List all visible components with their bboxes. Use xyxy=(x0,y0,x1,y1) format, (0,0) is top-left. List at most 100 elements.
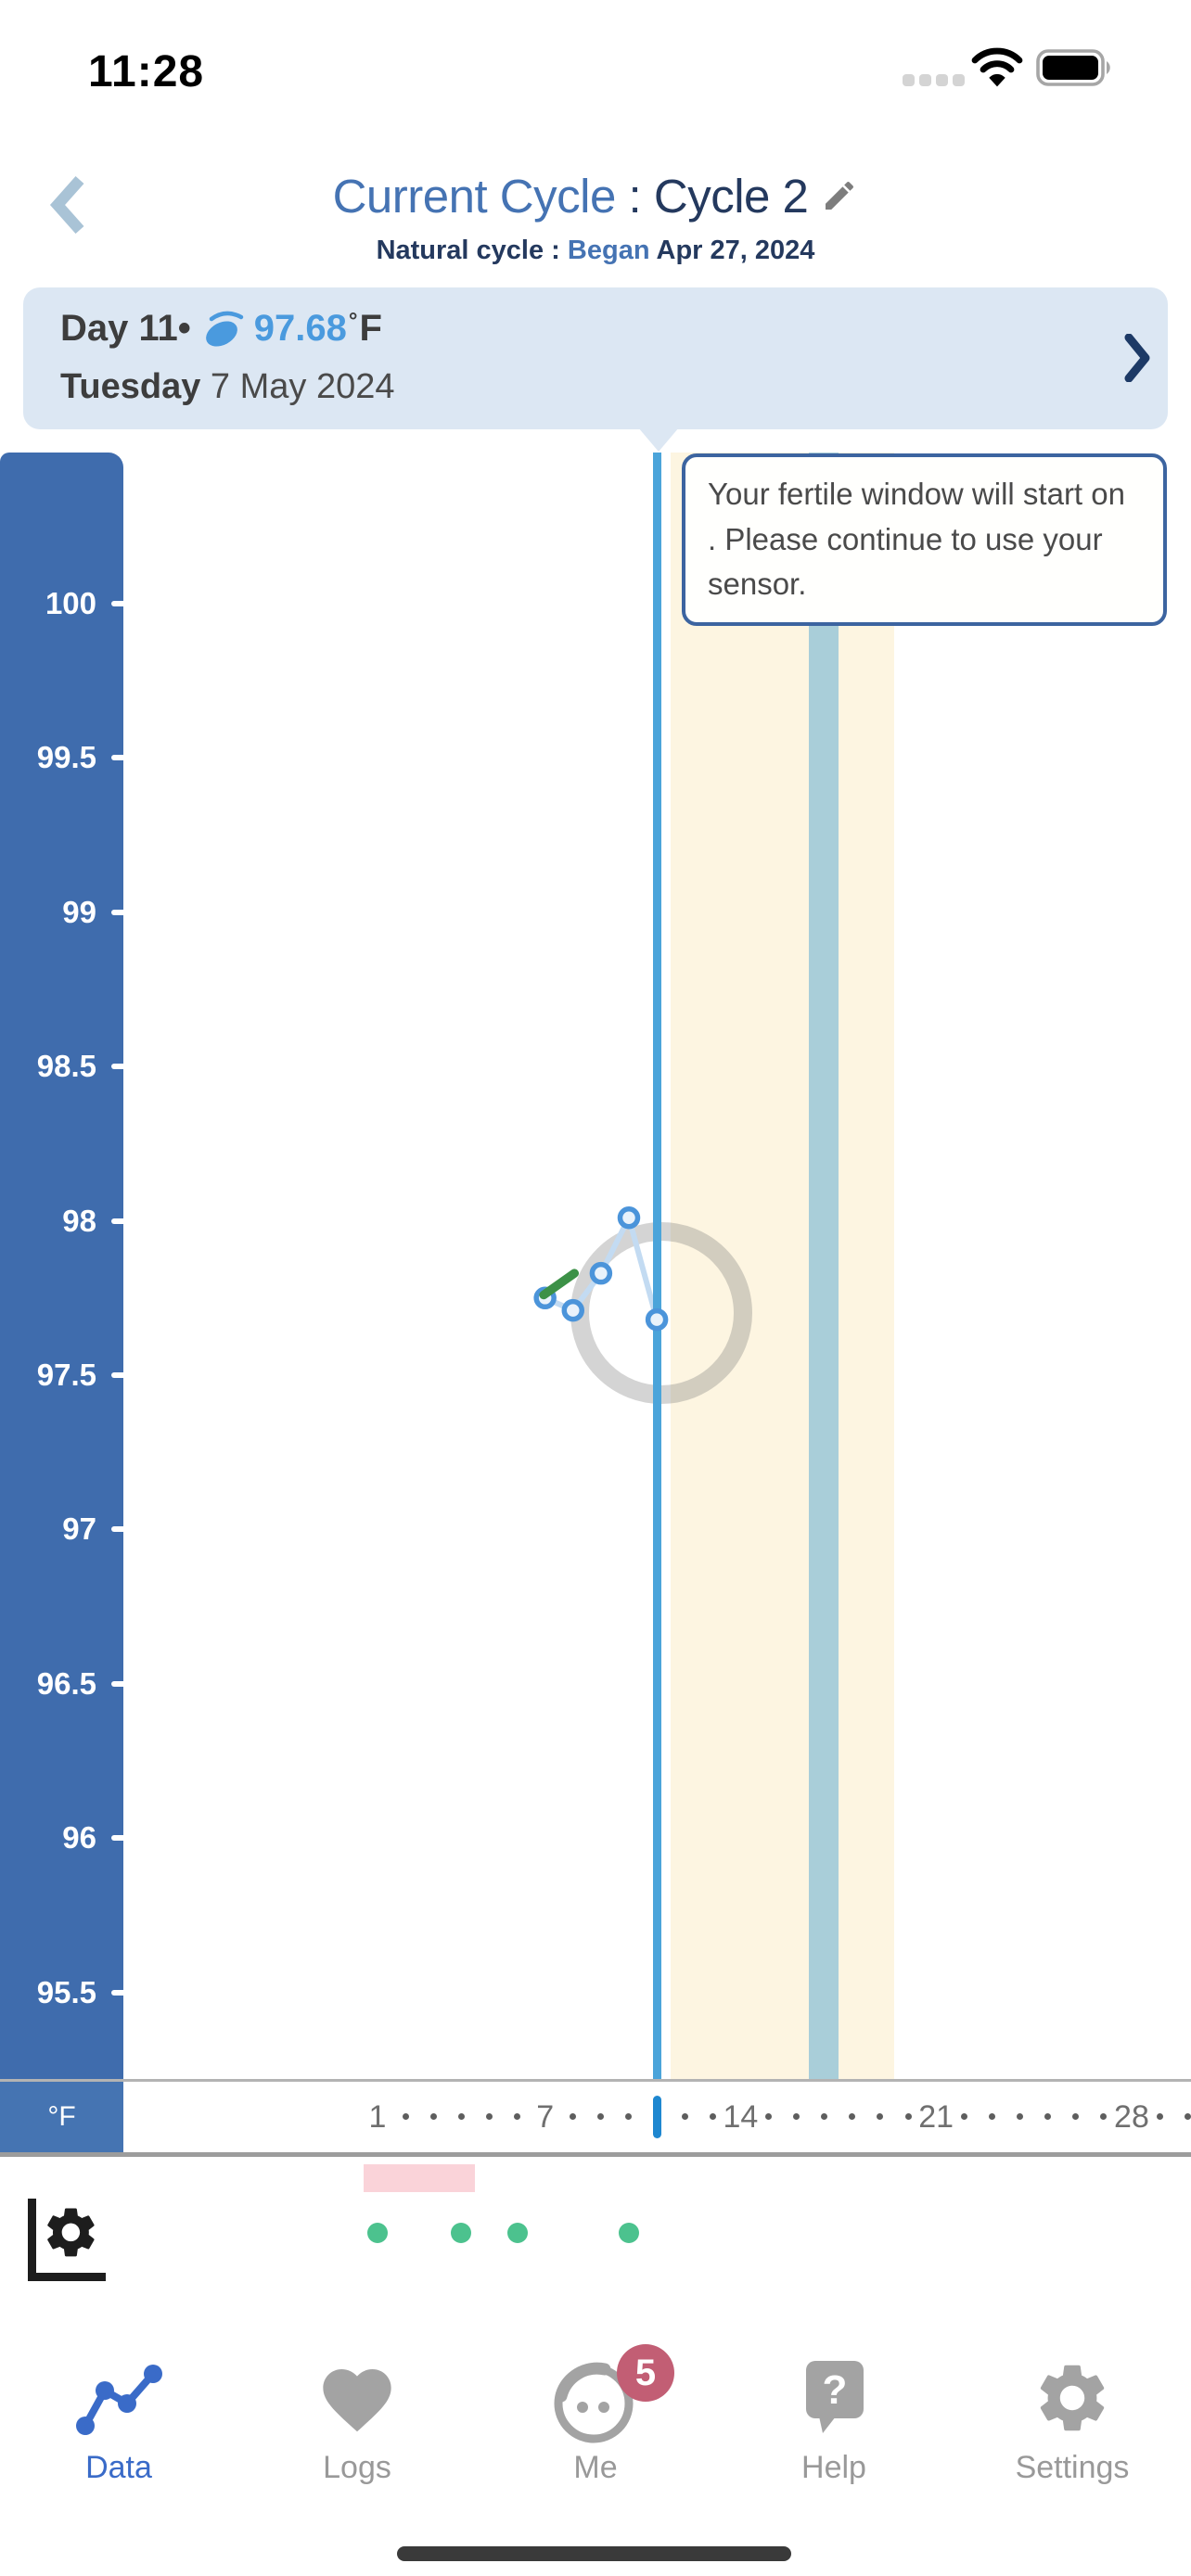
x-axis-day-label: 1 xyxy=(368,2099,387,2135)
x-axis-day-dot xyxy=(765,2113,773,2120)
tab-help-label: Help xyxy=(801,2450,866,2485)
x-axis-day-dot xyxy=(1072,2113,1080,2120)
y-axis-tick-label: 95.5 xyxy=(36,1974,96,2009)
x-axis-day-dot xyxy=(988,2113,995,2120)
gear-icon xyxy=(1040,2365,1105,2431)
tab-settings-label: Settings xyxy=(1015,2450,1130,2485)
me-notification-badge: 5 xyxy=(617,2344,674,2402)
temperature-point xyxy=(645,1307,669,1332)
day-summary-line: Day 11 • 97.68 ° F xyxy=(60,308,382,350)
daily-log-row xyxy=(0,2149,1191,2353)
home-indicator[interactable] xyxy=(397,2546,791,2561)
heart-icon xyxy=(323,2369,391,2432)
y-axis-tick-mark xyxy=(111,1372,132,1378)
svg-text:?: ? xyxy=(823,2367,848,2413)
tab-logs[interactable]: Logs xyxy=(274,2353,441,2502)
y-axis-tick-label: 96.5 xyxy=(36,1665,96,1701)
temperature-point xyxy=(561,1298,585,1322)
x-axis-day-dot xyxy=(570,2113,577,2120)
back-chevron-icon[interactable] xyxy=(48,174,87,236)
log-entry-dot[interactable] xyxy=(451,2223,472,2243)
y-axis-tick-label: 99 xyxy=(62,894,96,929)
x-axis-day-label: 14 xyxy=(723,2099,759,2135)
x-axis-day-dot xyxy=(1100,2113,1108,2120)
x-axis-day-dot xyxy=(1044,2113,1052,2120)
period-bar xyxy=(363,2164,476,2192)
status-time: 11:28 xyxy=(88,47,205,96)
y-axis-tick-label: 100 xyxy=(45,586,96,620)
current-day-axis-tick[interactable] xyxy=(652,2096,661,2138)
tab-logs-label: Logs xyxy=(323,2450,391,2485)
x-axis-day-dot xyxy=(1156,2113,1163,2120)
y-axis-tick-mark xyxy=(111,909,132,915)
cellular-signal-icon xyxy=(903,74,915,86)
tab-data[interactable]: Data xyxy=(35,2353,202,2502)
y-axis-tick-label: 98.5 xyxy=(36,1049,96,1084)
x-axis-day-dot xyxy=(485,2113,493,2120)
help-bubble-icon: ? xyxy=(806,2361,864,2433)
temperature-unit: F xyxy=(359,308,382,349)
x-axis-day-dot xyxy=(849,2113,856,2120)
y-axis-tick-mark xyxy=(111,755,132,761)
x-axis-day-dot xyxy=(960,2113,967,2120)
edit-pencil-icon[interactable] xyxy=(821,177,858,214)
cellular-signal-icon xyxy=(919,74,931,86)
log-entry-dot[interactable] xyxy=(618,2223,639,2243)
coverline-segment xyxy=(539,1269,580,1300)
banner-pointer-tail xyxy=(638,427,679,452)
x-axis-day-dot xyxy=(457,2113,465,2120)
x-axis-day-dot xyxy=(877,2113,884,2120)
y-axis-tick-mark xyxy=(111,1218,132,1224)
x-axis-day-strip: °F 1 7 14 21 28 xyxy=(0,2079,1191,2157)
x-axis-days: 1 7 14 21 28 xyxy=(0,2082,1191,2152)
y-axis-temperature-bar: 100 99.5 99 98.5 98 97.5 97 96.5 96 95.5 xyxy=(0,453,132,2079)
bullet-separator: • xyxy=(177,308,191,349)
page-title-primary: Current Cycle xyxy=(332,170,617,223)
day-summary-banner[interactable]: Day 11 • 97.68 ° F Tuesday 7 May 2024 xyxy=(23,287,1168,429)
log-entry-dot[interactable] xyxy=(367,2223,388,2243)
x-axis-day-dot xyxy=(709,2113,716,2120)
current-day-line xyxy=(652,453,661,2079)
x-axis-day-dot xyxy=(597,2113,605,2120)
weekday-label: Tuesday xyxy=(60,367,201,406)
cycle-type-label: Natural cycle xyxy=(376,236,544,265)
gear-icon xyxy=(47,2208,95,2257)
y-axis-tick-label: 97.5 xyxy=(36,1358,96,1392)
date-label: 7 May 2024 xyxy=(200,367,395,406)
y-axis-tick-label: 96 xyxy=(62,1820,96,1855)
y-axis-tick-mark xyxy=(111,601,132,606)
x-axis-day-dot xyxy=(625,2113,633,2120)
day-number-label: Day 11 xyxy=(60,308,178,349)
x-axis-day-dot xyxy=(402,2113,409,2120)
banner-chevron-right-icon[interactable] xyxy=(1123,334,1151,382)
face-icon xyxy=(554,2362,634,2443)
page-title-cycle-name: Cycle 2 xyxy=(653,170,809,223)
tab-me[interactable]: 5 Me xyxy=(512,2344,679,2502)
x-axis-day-dot xyxy=(429,2113,437,2120)
x-axis-day-dot xyxy=(793,2113,800,2120)
chart-settings-button[interactable] xyxy=(17,2191,106,2288)
tab-settings[interactable]: Settings xyxy=(989,2353,1156,2502)
cycle-chart-plot-area[interactable] xyxy=(0,453,1191,2079)
line-chart-icon xyxy=(76,2365,162,2435)
y-axis-tick-label: 98 xyxy=(62,1203,96,1238)
ovulation-band xyxy=(809,453,839,2079)
temperature-point xyxy=(617,1206,641,1230)
battery-icon xyxy=(1036,49,1110,86)
subtitle-colon: : xyxy=(544,236,568,265)
x-axis-day-label: 21 xyxy=(918,2099,954,2135)
tab-me-label: Me xyxy=(573,2450,618,2485)
date-line: Tuesday 7 May 2024 xyxy=(60,367,395,407)
y-axis-tick-label: 97 xyxy=(62,1511,96,1547)
y-axis-tick-mark xyxy=(111,1680,132,1687)
chart-axis-vertical xyxy=(28,2199,36,2280)
cycle-subtitle: Natural cycle : Began Apr 27, 2024 xyxy=(0,236,1191,266)
x-axis-day-label: 7 xyxy=(536,2099,555,2135)
tab-help[interactable]: ? Help xyxy=(750,2353,917,2502)
y-axis-tick-mark xyxy=(111,1989,132,1996)
sensor-icon xyxy=(205,311,244,347)
y-axis-tick-label: 99.5 xyxy=(36,740,96,775)
log-entry-dot[interactable] xyxy=(506,2223,528,2243)
temperature-point xyxy=(589,1261,613,1285)
